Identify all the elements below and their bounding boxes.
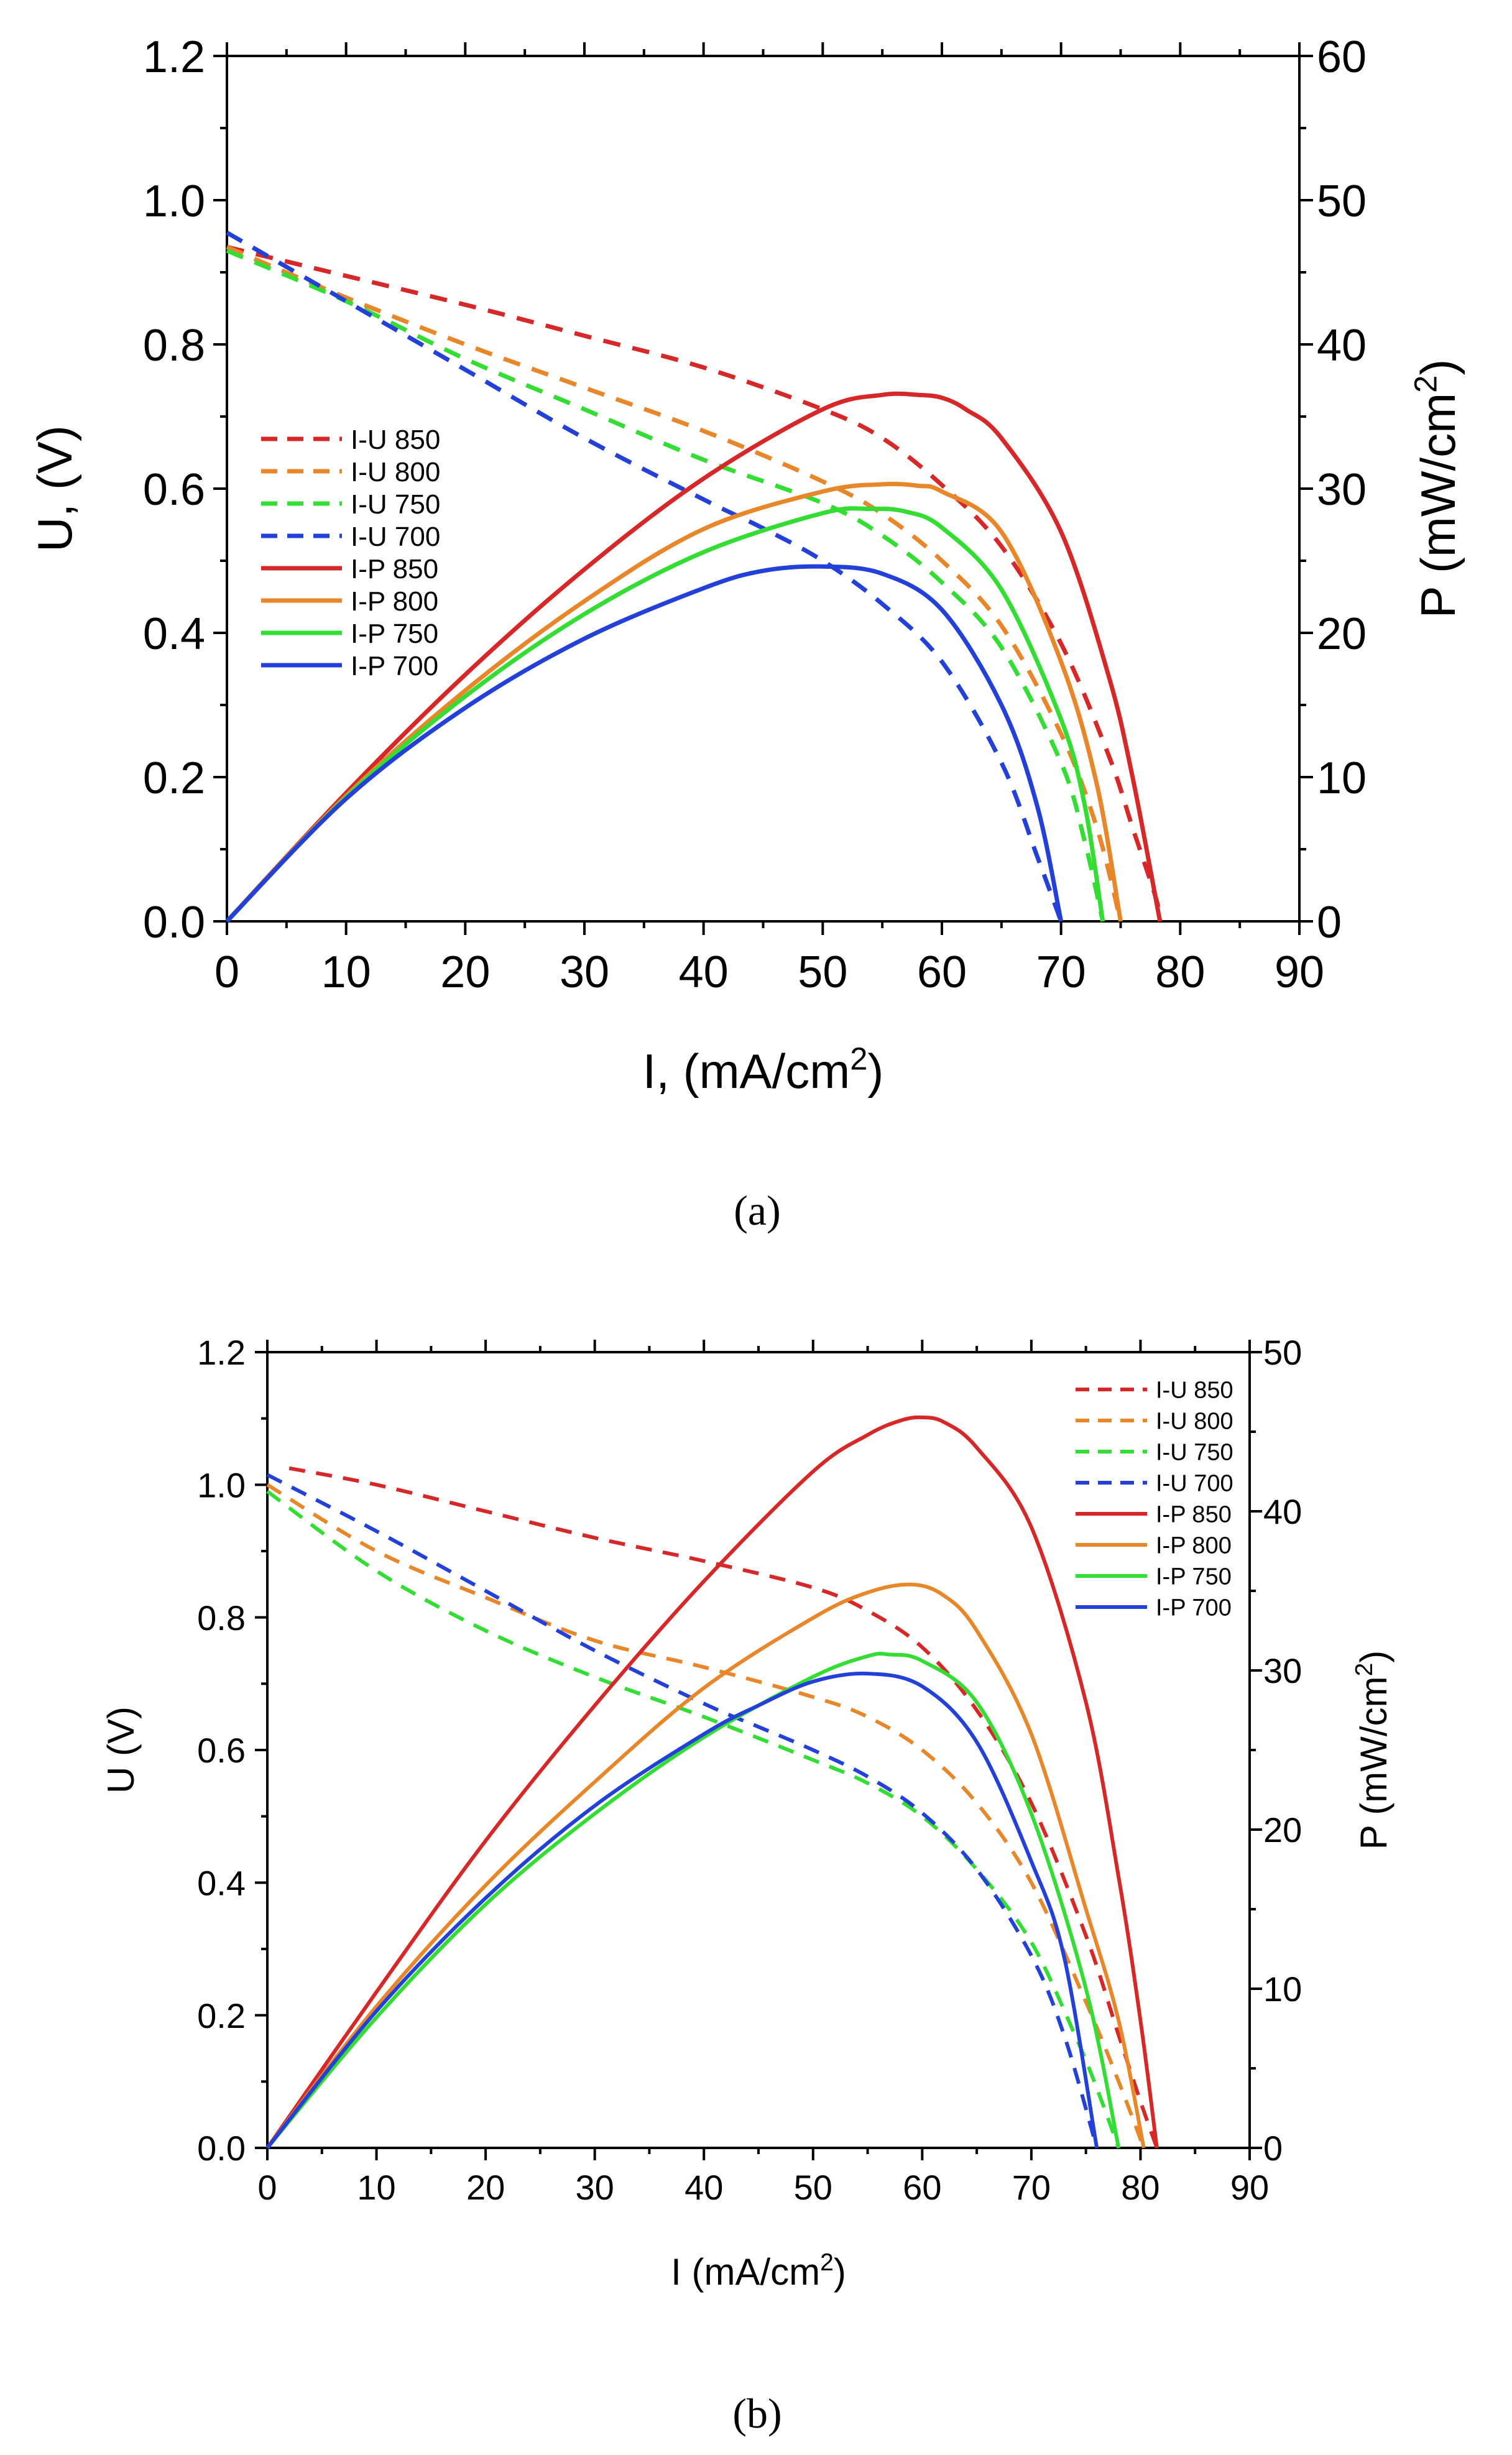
series-line-i-p-850 xyxy=(225,391,1163,923)
y-right-tick-label: 20 xyxy=(1317,609,1367,659)
legend-label: I-P 850 xyxy=(1156,1502,1232,1528)
x-tick-label: 90 xyxy=(1275,947,1324,997)
x-tick-label: 60 xyxy=(917,947,967,997)
series-line-i-p-700 xyxy=(225,564,1064,923)
x-tick-label: 70 xyxy=(1036,947,1086,997)
y-left-tick-label: 0.4 xyxy=(143,609,205,659)
y-right-tick-label: 0 xyxy=(1263,2129,1283,2168)
series-line-i-u-700 xyxy=(226,231,1063,923)
y-right-tick-label: 40 xyxy=(1317,321,1367,371)
x-tick-label: 20 xyxy=(466,2168,505,2207)
y-right-tick-label: 60 xyxy=(1317,32,1367,82)
y-right-tick-label: 40 xyxy=(1263,1492,1302,1531)
x-tick-label: 40 xyxy=(679,947,729,997)
legend-label: I-U 700 xyxy=(351,522,440,552)
series-line-i-p-700 xyxy=(265,1671,1099,2149)
x-tick-label: 10 xyxy=(321,947,371,997)
y-left-tick-label: 0.6 xyxy=(143,465,205,515)
x-tick-label: 70 xyxy=(1012,2168,1051,2207)
legend-label: I-U 750 xyxy=(1156,1440,1233,1466)
y-right-tick-label: 10 xyxy=(1263,1969,1302,2009)
x-tick-label: 50 xyxy=(794,2168,832,2207)
x-tick-label: 50 xyxy=(798,947,847,997)
y-left-tick-label: 0.2 xyxy=(143,753,205,803)
legend-label: I-U 700 xyxy=(1156,1471,1233,1497)
series-line-i-p-750 xyxy=(225,506,1105,923)
y-right-tick-label: 50 xyxy=(1263,1333,1302,1372)
x-tick-label: 80 xyxy=(1121,2168,1159,2207)
y-left-tick-label: 0.8 xyxy=(197,1598,246,1637)
series-line-i-p-750 xyxy=(265,1651,1121,2149)
y-left-axis-title: U (V) xyxy=(100,1707,142,1794)
y-right-tick-label: 20 xyxy=(1263,1810,1302,1849)
legend-label: I-U 800 xyxy=(1156,1409,1233,1435)
y-left-tick-label: 0.0 xyxy=(143,898,205,947)
y-left-tick-label: 1.2 xyxy=(197,1333,246,1372)
series-line-i-u-700 xyxy=(266,1473,1099,2149)
legend-label: I-P 700 xyxy=(1156,1595,1232,1621)
panel-b-caption: (b) xyxy=(732,2390,781,2437)
series-line-i-p-800 xyxy=(265,1582,1146,2149)
y-right-tick-label: 50 xyxy=(1317,177,1367,226)
y-left-tick-label: 0.0 xyxy=(197,2129,246,2168)
y-left-tick-label: 0.8 xyxy=(143,321,205,371)
y-left-tick-label: 0.6 xyxy=(197,1731,246,1770)
y-left-tick-label: 1.0 xyxy=(143,177,205,226)
x-tick-label: 10 xyxy=(357,2168,395,2207)
legend-label: I-P 750 xyxy=(351,619,438,649)
x-tick-label: 40 xyxy=(685,2168,723,2207)
x-tick-label: 60 xyxy=(903,2168,941,2207)
legend-label: I-P 750 xyxy=(1156,1564,1232,1590)
x-tick-label: 90 xyxy=(1230,2168,1269,2207)
series-line-i-u-750 xyxy=(226,248,1105,922)
chart-panel-a: 0 10 20 30 40 50 60 70 80 90 0.0 0.2 0.4 0.6 0.8 1.0 1.2… xyxy=(27,32,1465,1099)
y-left-tick-label: 0.4 xyxy=(197,1863,246,1902)
y-right-tick-label: 0 xyxy=(1317,898,1342,947)
legend-label: I-P 800 xyxy=(1156,1533,1232,1559)
y-right-axis-title: P (mW/cm2) xyxy=(1351,1651,1394,1850)
panel-a-caption: (a) xyxy=(734,1187,780,1234)
chart-panel-b: 0 10 20 30 40 50 60 70 80 90 0.0 0.2 0.4 0.6 0.8 1.0 1.2… xyxy=(100,1333,1394,2293)
x-tick-label: 30 xyxy=(560,947,609,997)
legend-label: I-P 800 xyxy=(351,586,438,617)
series-line-i-u-850 xyxy=(226,244,1163,922)
y-right-tick-label: 30 xyxy=(1263,1651,1302,1690)
series-line-i-u-850 xyxy=(288,1466,1159,2149)
series-line-i-p-800 xyxy=(225,481,1123,923)
y-left-tick-label: 0.2 xyxy=(197,1996,246,2035)
y-left-tick-label: 1.0 xyxy=(197,1465,246,1504)
legend-label: I-P 700 xyxy=(351,651,438,681)
legend-label: I-P 850 xyxy=(351,554,438,584)
series-line-i-u-750 xyxy=(266,1490,1121,2149)
x-tick-label: 0 xyxy=(257,2168,277,2207)
x-tick-label: 0 xyxy=(214,947,239,997)
y-right-tick-label: 10 xyxy=(1317,753,1367,803)
x-tick-label: 20 xyxy=(440,947,490,997)
legend-label: I-U 850 xyxy=(351,425,440,455)
y-right-axis-title: P (mW/cm2) xyxy=(1408,359,1465,619)
plot-frame xyxy=(266,1351,1251,2149)
series-line-i-u-800 xyxy=(266,1483,1146,2149)
x-axis-title: I (mA/cm2) xyxy=(671,2249,846,2293)
x-tick-label: 80 xyxy=(1155,947,1205,997)
y-left-tick-label: 1.2 xyxy=(143,32,205,82)
legend-label: I-U 800 xyxy=(351,457,440,487)
legend-label: I-U 750 xyxy=(351,489,440,520)
legend: I-U 850 I-U 800 I-U 750 I-U 700 I-P 850 I-P 8… xyxy=(1076,1378,1233,1621)
x-tick-label: 30 xyxy=(576,2168,614,2207)
y-left-axis-title: U, (V) xyxy=(27,425,82,552)
y-right-tick-label: 30 xyxy=(1317,465,1367,515)
series-line-i-p-850 xyxy=(265,1415,1159,2149)
x-axis-title: I, (mA/cm2) xyxy=(643,1041,884,1099)
legend-label: I-U 850 xyxy=(1156,1378,1233,1404)
series-line-i-u-800 xyxy=(226,245,1123,922)
